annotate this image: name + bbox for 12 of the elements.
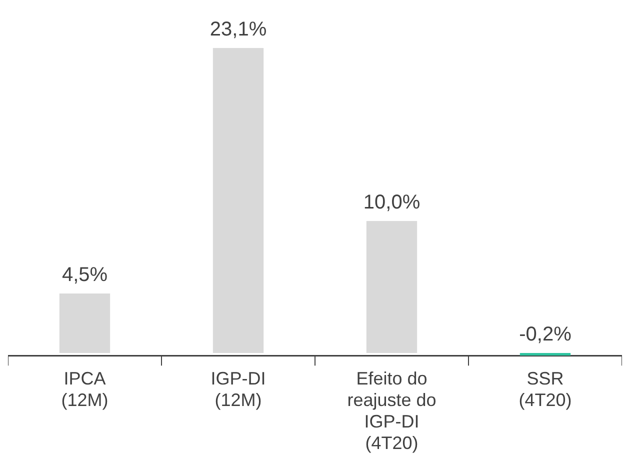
bar (59, 294, 110, 353)
x-tick-label: IPCA (12M) (61, 368, 108, 410)
x-tick-label: SSR (4T20) (518, 368, 572, 410)
data-label: 23,1% (210, 18, 267, 41)
data-label: 4,5% (62, 264, 108, 286)
x-tick-label: Efeito do reajuste do IGP-DI (4T20) (347, 368, 436, 454)
bar (212, 48, 264, 353)
data-label: -0,2% (519, 323, 572, 346)
x-tick-label: IGP-DI (12M) (210, 368, 266, 410)
data-label: 10,0% (363, 191, 420, 214)
bar (520, 352, 571, 356)
bar (366, 220, 418, 353)
